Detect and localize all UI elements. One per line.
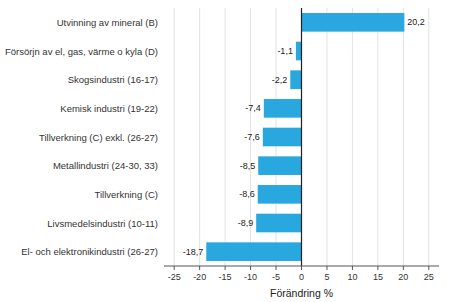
category-label: Tillverkning (C) [94, 189, 158, 200]
x-tick [199, 266, 200, 270]
x-tick [174, 266, 175, 270]
data-label: -8,9 [238, 218, 254, 228]
bar [256, 214, 301, 233]
x-tick [225, 266, 226, 270]
grid-line [225, 8, 226, 266]
x-tick-label: -10 [244, 272, 257, 282]
grid-line [352, 8, 353, 266]
x-tick-label: -15 [219, 272, 232, 282]
x-tick [352, 266, 353, 270]
data-label: -8,5 [240, 161, 256, 171]
x-tick [276, 266, 277, 270]
grid-line [403, 8, 404, 266]
bar [296, 42, 302, 61]
chart-container: El- och elektronikindustri (26-27) Livsme… [0, 0, 453, 302]
grid-line [199, 8, 200, 266]
category-label: Utvinning av mineral (B) [57, 17, 158, 28]
category-label: Tillverkning (C) exkl. (26-27) [39, 132, 158, 143]
category-label: Kemisk industri (19-22) [60, 103, 158, 114]
bar [302, 13, 405, 32]
chart: El- och elektronikindustri (26-27) Livsme… [0, 0, 453, 302]
bar [258, 185, 302, 204]
bars [206, 13, 404, 261]
x-tick [377, 266, 378, 270]
bar [264, 99, 302, 118]
data-label: -7,6 [244, 132, 260, 142]
x-tick-label: -20 [193, 272, 206, 282]
grid-line [301, 8, 302, 266]
data-label: -7,4 [245, 103, 261, 113]
x-tick-label: 10 [347, 272, 357, 282]
x-tick [250, 266, 251, 270]
grid-line [428, 8, 429, 266]
x-tick-label: 0 [299, 272, 304, 282]
grid-line [174, 8, 175, 266]
grid-line [326, 8, 327, 266]
x-tick [428, 266, 429, 270]
bar [263, 128, 302, 147]
data-label: -1,1 [277, 46, 293, 56]
category-label: El- och elektronikindustri (26-27) [21, 246, 158, 257]
grid-line [377, 8, 378, 266]
bar [258, 156, 301, 175]
category-label: Livsmedelsindustri (10-11) [47, 218, 158, 229]
category-label: Metallindustri (24-30, 33) [53, 160, 158, 171]
zero-line [301, 8, 302, 266]
x-tick [326, 266, 327, 270]
category-label: Försörjn av el, gas, värme o kyla (D) [5, 46, 158, 57]
x-tick-label: 15 [373, 272, 383, 282]
grid [174, 8, 429, 266]
x-tick-label: -5 [272, 272, 280, 282]
x-tick [301, 266, 302, 270]
x-tick-label: 25 [424, 272, 434, 282]
category-label: Skogsindustri (16-17) [68, 74, 158, 85]
x-axis: -25 -20 -15 -10 -5 0 5 10 15 20 25 [164, 266, 439, 282]
y-axis-labels: El- och elektronikindustri (26-27) Livsme… [5, 17, 158, 257]
x-tick-label: 5 [324, 272, 329, 282]
data-label: -18,7 [183, 247, 204, 257]
data-labels: -18,7 -8,9 -8,6 -8,5 -7,6 -7,4 -2,2 -1,1 20,2 [183, 17, 425, 256]
bar [290, 70, 301, 89]
bar [206, 242, 301, 261]
x-tick-label: 20 [398, 272, 408, 282]
data-label: 20,2 [407, 17, 425, 27]
x-axis-title: Förändring % [270, 287, 333, 299]
x-tick-label: -25 [168, 272, 181, 282]
x-tick [403, 266, 404, 270]
data-label: -8,6 [239, 189, 255, 199]
data-label: -2,2 [272, 75, 288, 85]
